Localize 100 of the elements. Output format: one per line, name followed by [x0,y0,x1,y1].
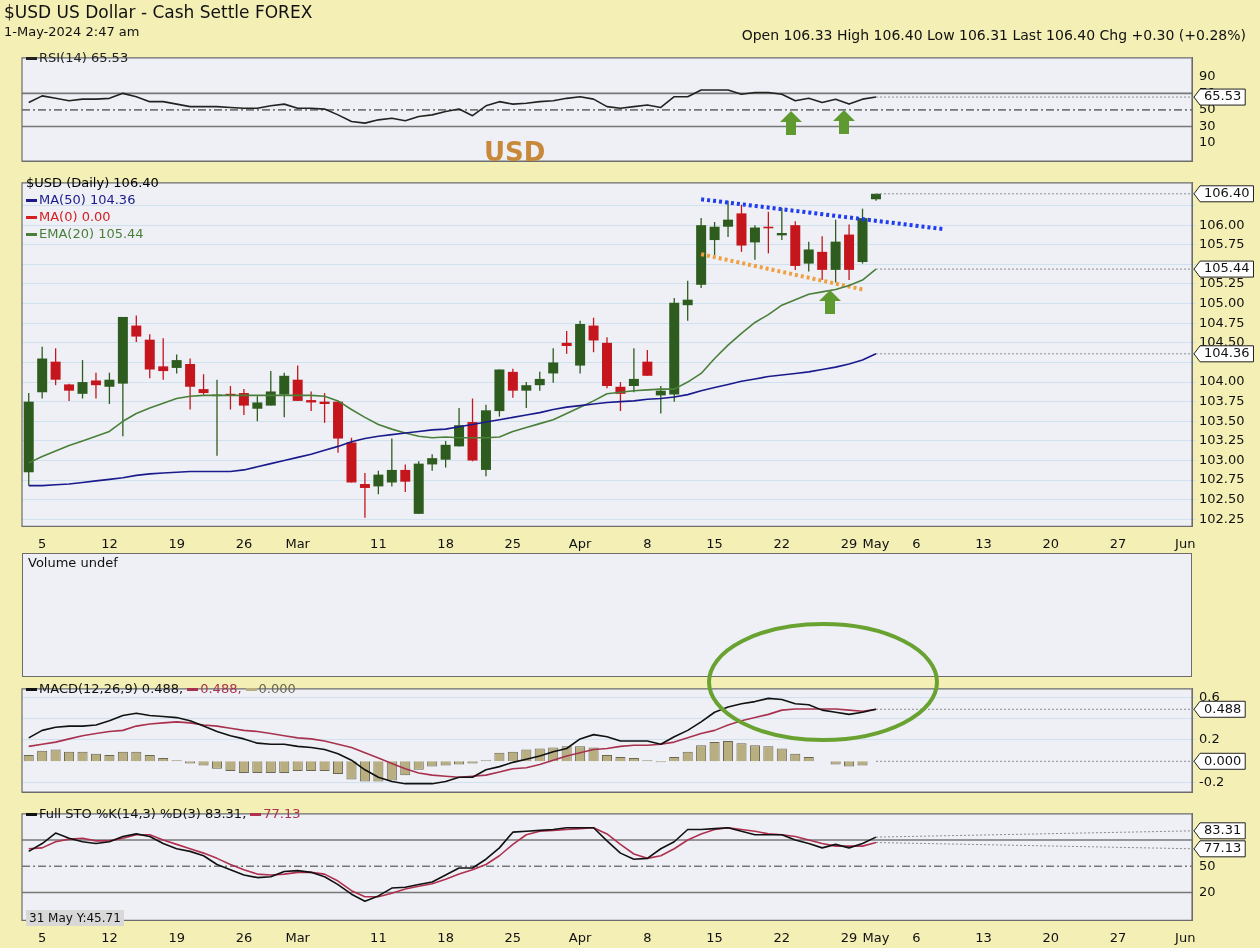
candlestick [534,371,545,392]
x-tick-label: Apr [568,929,592,945]
candlestick [628,347,639,393]
y-tick-label: 102.75 [1199,471,1245,487]
candlestick [265,370,276,407]
candlestick [642,349,653,377]
x-tick-label: May [862,929,890,945]
legend-title: $USD (Daily) 106.40 [26,174,159,191]
x-tick-label: 26 [235,535,253,551]
candlestick [64,382,75,402]
x-tick-label: 27 [1109,929,1127,945]
y-tick-label: 102.50 [1199,491,1245,507]
legend-label: MA(0) 0.00 [39,209,111,224]
x-tick-label: 15 [706,929,723,945]
x-tick-label: 5 [38,929,47,945]
legend-label: MACD(12,26,9) 0.488, [39,681,184,696]
y-tick-label: 104.00 [1199,373,1245,389]
annotation: 31 May Y:45.71 [26,910,124,926]
annotation: 106.40 [1204,185,1250,201]
candlestick [561,330,572,355]
x-tick-label: 26 [235,929,253,945]
x-tick-label: 18 [437,535,454,551]
annotation: 83.31 [1204,822,1242,838]
legend-label: 77.13 [263,806,301,821]
candlestick [292,364,303,402]
x-tick-label: 11 [370,535,387,551]
annotation: USD [484,137,546,167]
candlestick [171,353,182,375]
x-tick-label: Mar [285,535,311,551]
x-tick-label: 12 [101,535,118,551]
x-tick-label: 6 [912,929,921,945]
candlestick [803,240,814,273]
x-tick-label: 12 [101,929,118,945]
x-tick-label: May [862,535,890,551]
legend-label: 0.488, [200,681,242,696]
annotation: 77.13 [1204,840,1242,856]
annotation: 105.44 [1204,260,1250,276]
candlestick [440,440,451,469]
y-tick-label: 90 [1199,68,1216,84]
x-tick-label: Apr [568,535,592,551]
x-tick-label: 15 [706,535,723,551]
x-tick-label: 8 [643,929,652,945]
y-tick-label: 103.00 [1199,451,1245,467]
x-tick-label: 22 [773,535,791,551]
x-tick-label: 27 [1109,535,1127,551]
legend-label: RSI(14) 65.53 [39,50,129,65]
candlestick [158,337,169,381]
y-tick-label: 103.75 [1199,393,1245,409]
y-tick-label: 20 [1199,883,1216,899]
x-tick-label: 18 [437,929,454,945]
y-tick-label: -0.2 [1199,773,1225,789]
candlestick [682,280,693,322]
x-tick-label: 29 [840,929,858,945]
y-tick-label: 105.00 [1199,294,1245,310]
y-tick-label: 104.75 [1199,314,1245,330]
legend-label: MA(50) 104.36 [39,192,136,207]
candlestick [359,472,370,519]
candlestick [131,314,142,343]
candlestick [252,395,263,422]
y-tick-label: 105.25 [1199,275,1245,291]
x-tick-label: 5 [38,535,47,551]
y-tick-label: 30 [1199,117,1216,133]
candlestick [400,463,411,493]
x-tick-label: Mar [285,929,311,945]
y-tick-label: 102.25 [1199,510,1245,526]
candlestick [749,224,760,261]
x-tick-label: 19 [168,929,185,945]
chart-title: $USD US Dollar - Cash Settle FOREX [4,2,313,22]
x-tick-label: 11 [370,929,387,945]
y-tick-label: 103.25 [1199,432,1245,448]
x-tick-label: 19 [168,535,185,551]
candlestick [386,437,397,488]
candlestick [709,221,720,256]
x-tick-label: 13 [975,535,992,551]
text: Open 106.33 High 106.40 Low 106.31 Last 106.40 Chg +0.30 (+0.28%) [741,27,1246,43]
candlestick [50,347,61,386]
x-tick-label: 29 [840,535,858,551]
x-tick-label: 25 [504,535,522,551]
candlestick [817,235,828,281]
candlestick [279,371,290,419]
x-tick-label: 22 [773,929,791,945]
candlestick [198,373,209,396]
candlestick [507,368,518,399]
candlestick [521,381,532,409]
y-tick-label: 50 [1199,857,1216,873]
x-tick-label: 8 [643,535,652,551]
candlestick [238,388,249,416]
x-tick-label: 13 [975,929,992,945]
y-tick-label: 0.2 [1199,731,1220,747]
y-tick-label: 10 [1199,134,1216,150]
y-tick-label: 103.50 [1199,412,1245,428]
candlestick [373,470,384,495]
chart-subtitle: 1-May-2024 2:47 am [4,24,140,39]
legend-label: Full STO %K(14,3) %D(3) 83.31, [39,806,247,821]
legend-label: EMA(20) 105.44 [39,226,144,241]
candlestick [588,317,599,353]
candlestick [548,347,559,384]
x-tick-label: 20 [1042,535,1060,551]
x-tick-label: Jun [1174,535,1196,551]
candlestick [104,371,115,405]
